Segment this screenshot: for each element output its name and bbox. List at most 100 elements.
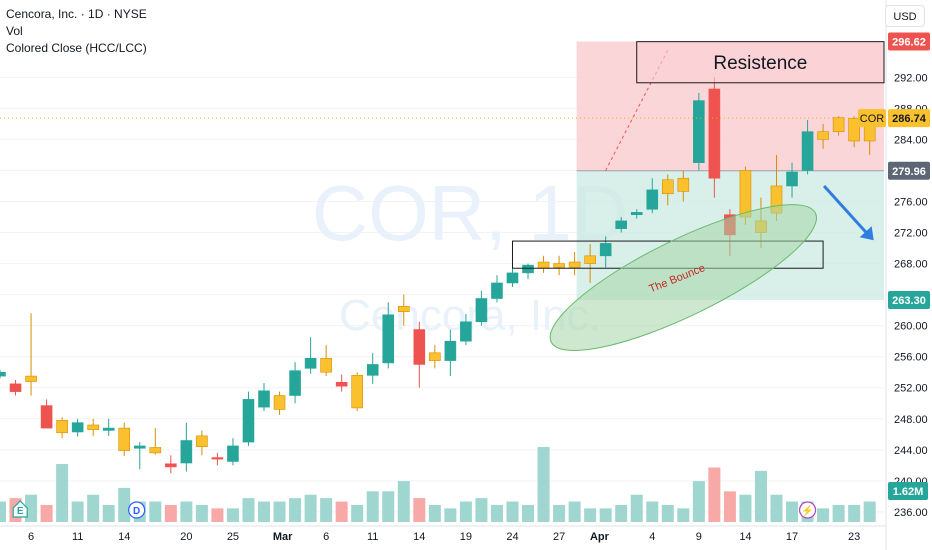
candle-body[interactable] (56, 420, 68, 434)
volume-bar (366, 491, 379, 522)
candle-body[interactable] (537, 261, 550, 269)
price-tick: 260.00 (894, 321, 928, 333)
candle-body[interactable] (832, 117, 845, 132)
candle-body[interactable] (444, 340, 457, 361)
volume-bar (832, 504, 845, 522)
volume-bar (211, 508, 224, 522)
indicator-legend[interactable]: Colored Close (HCC/LCC) (6, 41, 147, 55)
candle-body[interactable] (599, 243, 612, 257)
bounce-ellipse[interactable] (535, 179, 833, 376)
volume-bar (102, 504, 115, 522)
candle-body[interactable] (0, 371, 6, 377)
volume-bar (599, 508, 612, 522)
candle-body[interactable] (102, 427, 115, 431)
volume-bar (723, 491, 736, 522)
candle-body[interactable] (9, 383, 22, 392)
candle-body[interactable] (786, 171, 798, 187)
candles[interactable] (0, 77, 876, 474)
candle-body[interactable] (133, 445, 146, 449)
candle-body[interactable] (196, 435, 208, 448)
candle-body[interactable] (320, 357, 332, 373)
event-label: D (133, 506, 140, 517)
candle-body[interactable] (118, 427, 131, 451)
candle-body[interactable] (25, 375, 37, 382)
candle-body[interactable] (584, 255, 596, 264)
resistance-box[interactable] (636, 41, 885, 84)
candle-body[interactable] (491, 282, 503, 299)
candle-body[interactable] (475, 298, 488, 323)
price-label: 296.62 (892, 36, 926, 48)
time-tick: 14 (739, 531, 751, 543)
event-marker-2[interactable]: D (128, 501, 146, 519)
candle-body[interactable] (242, 399, 255, 443)
volume-bar (351, 504, 364, 522)
volume-bar (630, 494, 643, 522)
candle-body[interactable] (460, 321, 472, 342)
volume-legend[interactable]: Vol (6, 24, 23, 38)
candle-body[interactable] (739, 170, 752, 218)
volume-bar (615, 504, 628, 522)
time-tick: 14 (118, 531, 130, 543)
candle-body[interactable] (366, 364, 379, 376)
candle-body[interactable] (817, 131, 829, 140)
candle-body[interactable] (661, 179, 674, 195)
price-tick: 236.00 (894, 507, 928, 519)
candle-body[interactable] (71, 422, 84, 433)
earnings-icon (12, 500, 28, 518)
candle-body[interactable] (165, 463, 177, 468)
volume-bar (149, 501, 162, 522)
candle-body[interactable] (615, 220, 628, 229)
candle-body[interactable] (693, 100, 705, 164)
candle-body[interactable] (708, 88, 721, 179)
price-axis[interactable]: 236.00240.00244.00248.00252.00256.00260.… (858, 0, 930, 550)
symbol-title[interactable]: Cencora, Inc. · 1D · NYSE (6, 7, 147, 21)
candle-body[interactable] (87, 424, 99, 430)
candle-body[interactable] (149, 447, 162, 454)
event-marker-3[interactable]: ⚡ (798, 501, 817, 519)
volume-bar (164, 504, 177, 522)
candle-body[interactable] (351, 375, 363, 409)
time-tick: 4 (649, 531, 655, 543)
candle-body[interactable] (258, 390, 270, 408)
candle-body[interactable] (180, 440, 193, 464)
volume-bar (242, 498, 255, 522)
time-tick: 6 (323, 531, 329, 543)
split-icon (798, 501, 817, 519)
volume-bar (568, 501, 581, 522)
candle-body[interactable] (227, 445, 239, 462)
time-tick: 6 (28, 531, 34, 543)
candle-body[interactable] (40, 405, 53, 429)
candle-body[interactable] (801, 131, 814, 171)
candle-body[interactable] (211, 457, 224, 460)
candle-body[interactable] (646, 189, 659, 210)
candle-body[interactable] (848, 118, 860, 142)
time-tick: 9 (696, 531, 702, 543)
currency-button[interactable]: USD (885, 5, 925, 27)
volume-bar (289, 498, 302, 522)
volume-bar (770, 494, 783, 522)
volume-bar (118, 487, 131, 522)
candle-body[interactable] (568, 261, 581, 268)
volume-bar (677, 508, 690, 522)
candle-body[interactable] (506, 272, 519, 284)
candle-body[interactable] (382, 314, 395, 364)
candle-body[interactable] (429, 352, 441, 361)
time-tick: 11 (72, 531, 83, 543)
event-marker-1[interactable]: E (12, 500, 28, 518)
candle-body[interactable] (413, 329, 426, 365)
candle-body[interactable] (304, 357, 317, 369)
candle-body[interactable] (335, 382, 348, 387)
candle-body[interactable] (273, 395, 286, 410)
volume-bar (56, 464, 69, 522)
time-axis[interactable]: Feb611142025Mar61114192427Apr49141723ED⚡ (0, 500, 886, 543)
candle-body[interactable] (289, 370, 301, 396)
candle-body[interactable] (677, 177, 690, 192)
candle-body[interactable] (397, 305, 410, 312)
volume-bar (584, 508, 597, 522)
candle-body[interactable] (630, 212, 643, 215)
candle-body[interactable] (522, 264, 534, 274)
candle-body[interactable] (553, 263, 565, 268)
price-tick: 284.00 (894, 134, 928, 146)
